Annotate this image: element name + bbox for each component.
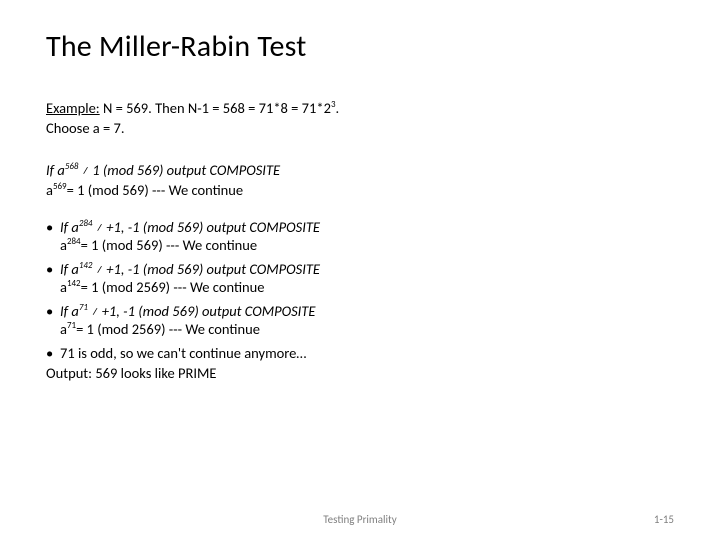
bullet-284-result: a284= 1 (mod 569) --- We continue	[60, 236, 674, 254]
bullet-284: • If a284 ≠ +1, -1 (mod 569) output COMP…	[46, 218, 674, 254]
bullet-71-result: a71= 1 (mod 2569) --- We continue	[60, 320, 674, 338]
choose-line: Choose a = 7.	[46, 119, 674, 137]
step-568-b: ≠ 1 (mod 569) output COMPOSITE	[78, 161, 280, 179]
step-568r-a: a	[46, 181, 53, 199]
bullet-dot: •	[46, 302, 60, 338]
step-568-exp: 568	[65, 161, 79, 172]
bullet-71: • If a71 ≠ +1, -1 (mod 569) output COMPO…	[46, 302, 674, 338]
bullet-dot: •	[46, 260, 60, 296]
step-568-a: If a	[46, 161, 65, 179]
bullet-odd: • 71 is odd, so we can't continue anymor…	[46, 344, 674, 362]
example-label: Example:	[46, 99, 100, 117]
slide-body: Example: N = 569. Then N-1 = 568 = 71*8 …	[46, 99, 674, 383]
bullet-284-cond: If a284 ≠ +1, -1 (mod 569) output COMPOS…	[60, 218, 674, 236]
step-568r-exp: 569	[53, 182, 67, 193]
bullet-142: • If a142 ≠ +1, -1 (mod 569) output COMP…	[46, 260, 674, 296]
bullet-142-cond: If a142 ≠ +1, -1 (mod 569) output COMPOS…	[60, 260, 674, 278]
example-line: Example: N = 569. Then N-1 = 568 = 71*8 …	[46, 99, 674, 117]
bullet-dot: •	[46, 218, 60, 254]
slide: The Miller-Rabin Test Example: N = 569. …	[0, 0, 720, 540]
example-dot: .	[336, 99, 340, 117]
output-line: Output: 569 looks like PRIME	[46, 364, 674, 382]
footer-center: Testing Primality	[0, 513, 720, 526]
slide-title: The Miller-Rabin Test	[46, 28, 674, 65]
bullet-142-result: a142= 1 (mod 2569) --- We continue	[60, 278, 674, 296]
bullet-dot: •	[46, 344, 60, 362]
bullet-odd-text: 71 is odd, so we can't continue anymore…	[60, 344, 674, 362]
step-568: If a568 ≠ 1 (mod 569) output COMPOSITE	[46, 161, 674, 179]
step-568r-b: = 1 (mod 569) --- We continue	[67, 181, 244, 199]
footer-page-number: 1-15	[654, 513, 674, 526]
step-568-result: a569= 1 (mod 569) --- We continue	[46, 181, 674, 199]
example-text: N = 569. Then N-1 = 568 = 71*8 = 71*2	[100, 99, 331, 117]
bullet-71-cond: If a71 ≠ +1, -1 (mod 569) output COMPOSI…	[60, 302, 674, 320]
